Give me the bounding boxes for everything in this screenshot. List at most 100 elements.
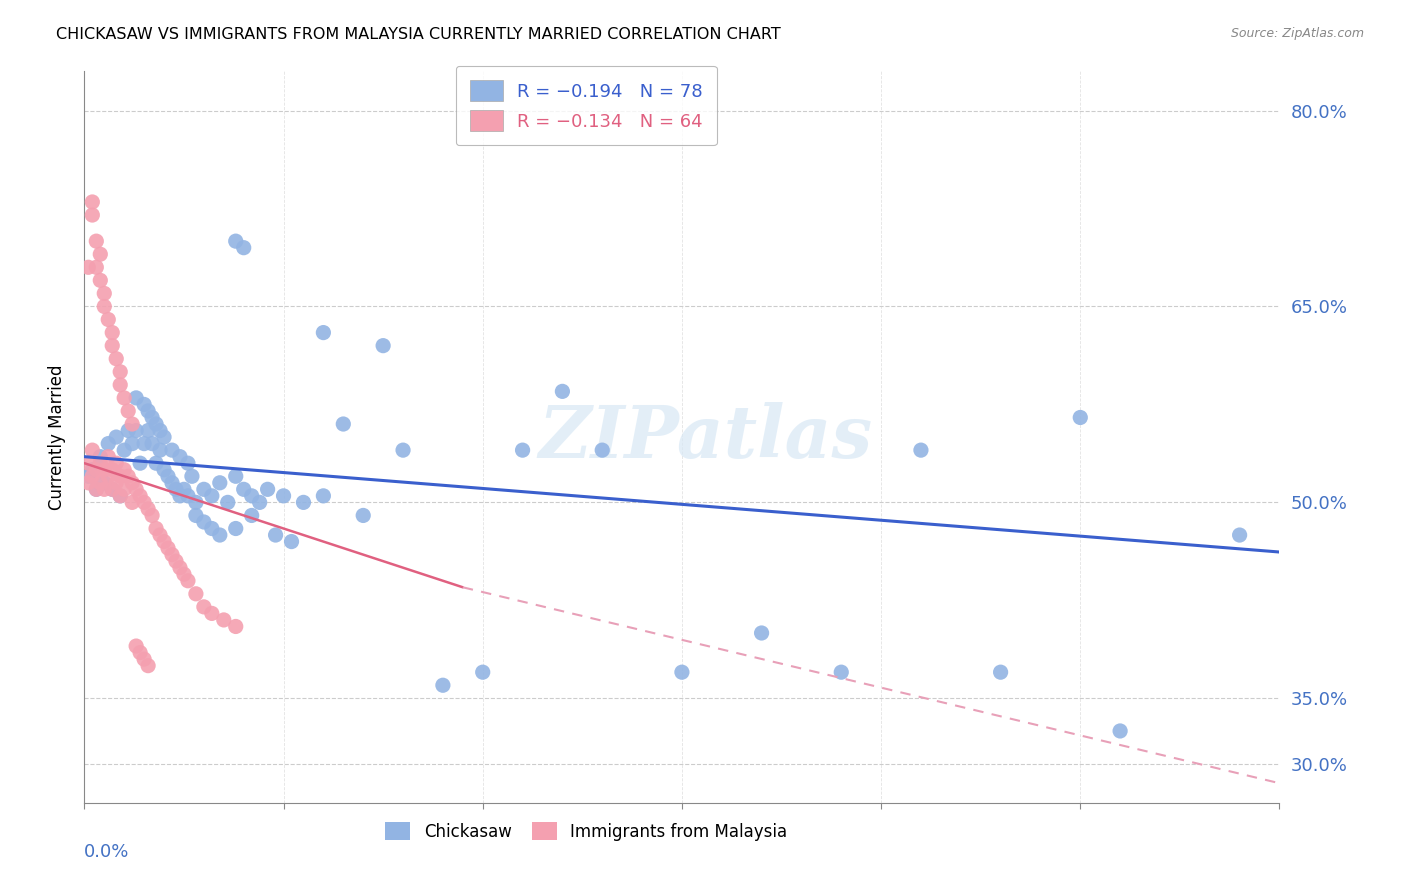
Point <box>193 599 215 614</box>
Point <box>273 489 295 503</box>
Point <box>86 234 108 248</box>
Point <box>82 208 104 222</box>
Point <box>117 424 139 438</box>
Point <box>89 475 111 490</box>
Point <box>112 463 135 477</box>
Point <box>136 502 159 516</box>
Point <box>112 391 135 405</box>
Point <box>373 338 395 352</box>
Point <box>121 495 143 509</box>
Point <box>249 495 271 509</box>
Point <box>105 351 128 366</box>
Point <box>110 365 132 379</box>
Text: CHICKASAW VS IMMIGRANTS FROM MALAYSIA CURRENTLY MARRIED CORRELATION CHART: CHICKASAW VS IMMIGRANTS FROM MALAYSIA CU… <box>56 27 780 42</box>
Point <box>208 528 231 542</box>
Point <box>97 450 120 464</box>
Point <box>112 483 135 497</box>
Point <box>910 443 932 458</box>
Point <box>591 443 613 458</box>
Point <box>110 377 132 392</box>
Point <box>312 326 335 340</box>
Point <box>193 515 215 529</box>
Point <box>225 521 247 535</box>
Point <box>1109 723 1132 738</box>
Point <box>184 495 207 509</box>
Point <box>157 541 180 555</box>
Point <box>149 424 172 438</box>
Point <box>990 665 1012 680</box>
Point <box>169 560 191 574</box>
Point <box>86 483 108 497</box>
Point <box>312 489 335 503</box>
Point <box>149 443 172 458</box>
Point <box>97 312 120 326</box>
Point <box>830 665 852 680</box>
Point <box>132 397 156 411</box>
Point <box>121 417 143 431</box>
Point <box>117 469 139 483</box>
Point <box>184 587 207 601</box>
Point <box>77 469 100 483</box>
Point <box>89 273 111 287</box>
Point <box>101 326 124 340</box>
Point <box>129 489 152 503</box>
Point <box>181 469 204 483</box>
Point <box>82 443 104 458</box>
Point <box>136 404 159 418</box>
Point <box>86 483 108 497</box>
Point <box>177 456 200 470</box>
Text: Source: ZipAtlas.com: Source: ZipAtlas.com <box>1230 27 1364 40</box>
Point <box>141 410 163 425</box>
Point <box>136 424 159 438</box>
Point <box>173 483 195 497</box>
Point <box>177 489 200 503</box>
Point <box>352 508 374 523</box>
Point <box>125 391 148 405</box>
Point <box>149 528 172 542</box>
Point <box>751 626 773 640</box>
Point <box>193 483 215 497</box>
Point <box>201 489 224 503</box>
Point <box>101 338 124 352</box>
Point <box>89 456 111 470</box>
Point <box>208 475 231 490</box>
Point <box>153 430 176 444</box>
Point <box>471 665 494 680</box>
Point <box>110 469 132 483</box>
Point <box>105 475 128 490</box>
Point <box>129 456 152 470</box>
Point <box>160 548 183 562</box>
Point <box>110 489 132 503</box>
Point <box>82 469 104 483</box>
Point <box>77 475 100 490</box>
Point <box>93 463 115 477</box>
Point <box>89 247 111 261</box>
Point <box>240 508 263 523</box>
Point <box>217 495 239 509</box>
Point <box>232 241 254 255</box>
Point <box>160 443 183 458</box>
Point <box>551 384 574 399</box>
Legend: Chickasaw, Immigrants from Malaysia: Chickasaw, Immigrants from Malaysia <box>377 814 796 849</box>
Point <box>141 508 163 523</box>
Point <box>392 443 415 458</box>
Point <box>110 489 132 503</box>
Point <box>671 665 693 680</box>
Y-axis label: Currently Married: Currently Married <box>48 364 66 510</box>
Point <box>125 639 148 653</box>
Point <box>77 260 100 275</box>
Point <box>173 567 195 582</box>
Point <box>132 436 156 450</box>
Point <box>101 483 124 497</box>
Point <box>512 443 534 458</box>
Point <box>232 483 254 497</box>
Point <box>225 469 247 483</box>
Point <box>105 456 128 470</box>
Point <box>89 450 111 464</box>
Point <box>432 678 454 692</box>
Point <box>153 534 176 549</box>
Point <box>93 475 115 490</box>
Point <box>132 652 156 666</box>
Point <box>136 658 159 673</box>
Point <box>93 300 115 314</box>
